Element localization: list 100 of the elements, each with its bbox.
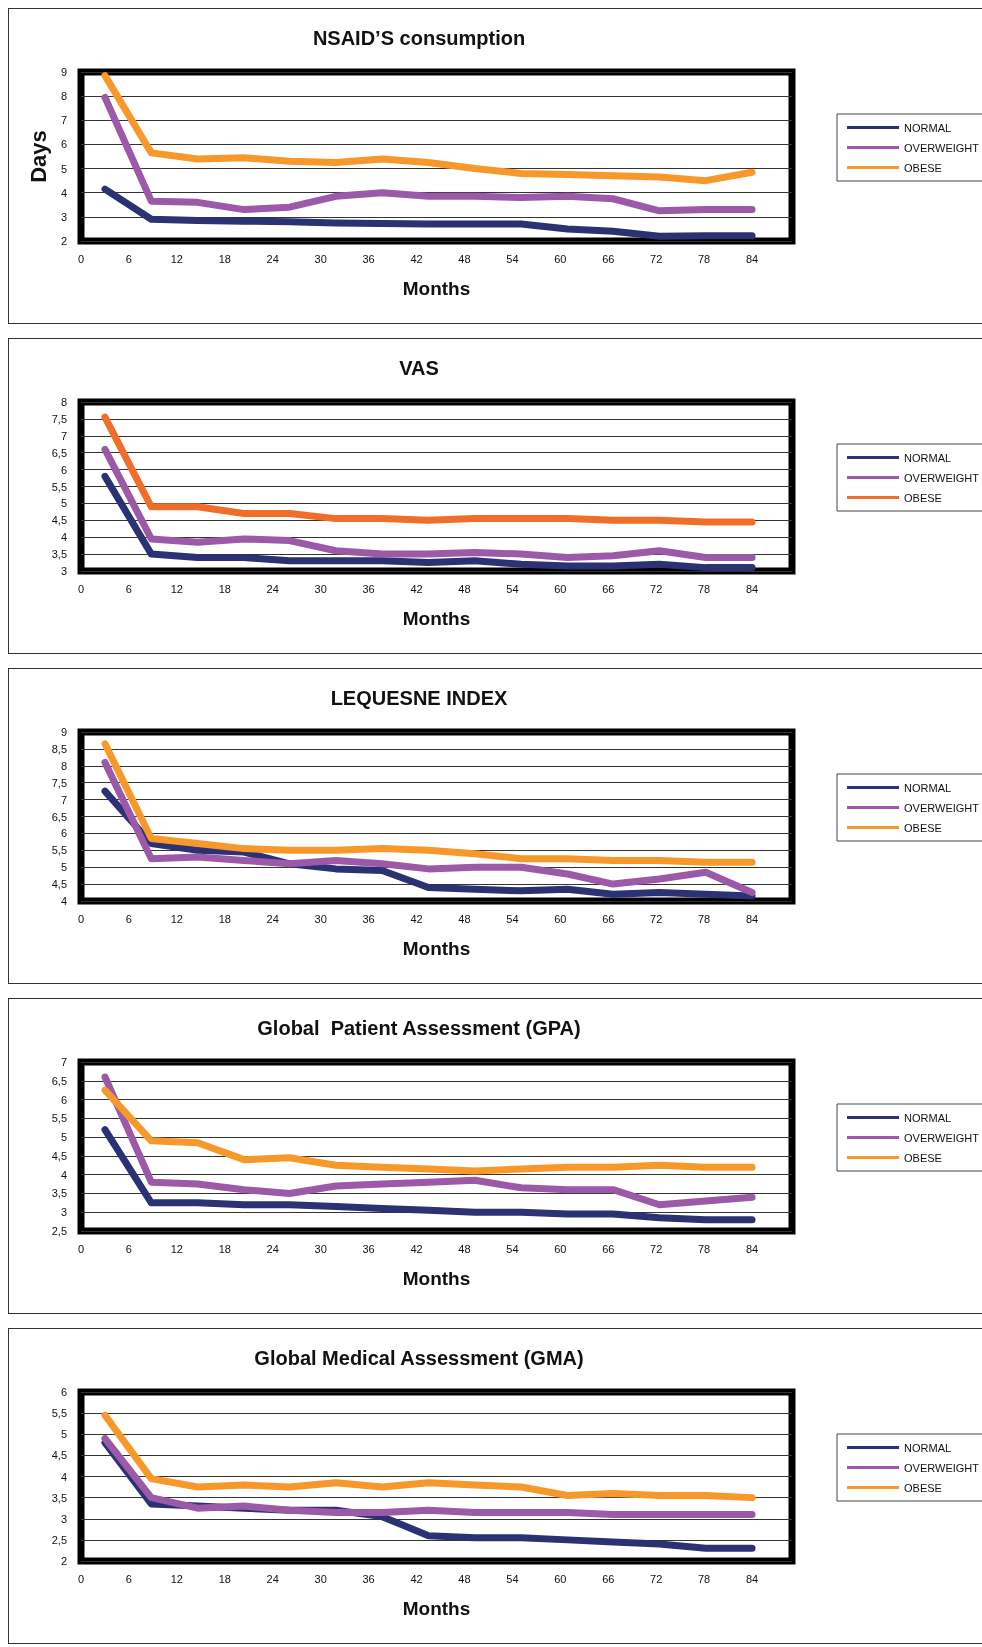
x-tick-label: 60: [554, 912, 567, 925]
y-tick-label: 4: [60, 895, 67, 907]
x-axis-title: Months: [402, 1268, 471, 1289]
y-tick-label: 7: [60, 429, 67, 442]
x-tick-label: 36: [362, 582, 375, 595]
legend-label: NORMAL: [904, 1441, 952, 1454]
x-tick-label: 6: [125, 1242, 132, 1255]
y-tick-label: 3,5: [51, 1187, 67, 1200]
x-tick-label: 84: [745, 912, 759, 925]
x-tick-label: 36: [362, 1242, 375, 1255]
y-tick-label: 8: [60, 396, 67, 408]
y-tick-label: 7,5: [51, 776, 67, 789]
legend-label: OBESE: [904, 491, 942, 504]
x-tick-label: 72: [650, 1572, 663, 1585]
y-tick-label: 5,5: [51, 1112, 67, 1125]
x-tick-label: 78: [698, 912, 711, 925]
y-tick-label: 6: [60, 827, 67, 840]
y-tick-label: 5: [60, 861, 67, 874]
legend-label: OBESE: [904, 1151, 942, 1164]
x-tick-label: 6: [125, 912, 132, 925]
x-tick-label: 54: [506, 1572, 519, 1585]
x-tick-label: 78: [698, 252, 711, 265]
legend-label: NORMAL: [904, 1111, 952, 1124]
y-tick-label: 8: [60, 759, 67, 772]
y-tick-label: 5: [60, 497, 67, 510]
y-tick-label: 3: [60, 210, 67, 223]
x-tick-label: 84: [745, 1242, 759, 1255]
y-tick-label: 4: [60, 1168, 67, 1181]
x-tick-label: 60: [554, 1242, 567, 1255]
x-tick-label: 24: [266, 252, 279, 265]
x-axis-title: Months: [402, 1598, 471, 1619]
x-tick-label: 84: [745, 582, 759, 595]
x-tick-label: 54: [506, 252, 519, 265]
x-tick-label: 66: [602, 252, 615, 265]
y-tick-label: 7: [60, 114, 67, 127]
x-tick-label: 30: [314, 1572, 327, 1585]
legend-label: OVERWEIGHT: [904, 1131, 980, 1144]
y-tick-label: 4,5: [51, 1149, 67, 1162]
y-tick-label: 2: [60, 1555, 67, 1567]
y-tick-label: 6: [60, 1386, 67, 1398]
x-tick-label: 30: [314, 1242, 327, 1255]
legend-label: OBESE: [904, 161, 942, 174]
x-tick-label: 0: [77, 1572, 85, 1585]
x-tick-label: 30: [314, 912, 327, 925]
x-tick-label: 24: [266, 1242, 279, 1255]
x-tick-label: 36: [362, 252, 375, 265]
x-axis-title: Months: [402, 938, 471, 959]
x-tick-label: 78: [698, 582, 711, 595]
y-tick-label: 5: [60, 162, 67, 175]
x-tick-label: 0: [77, 1242, 85, 1255]
x-tick-label: 66: [602, 582, 615, 595]
x-tick-label: 66: [602, 1242, 615, 1255]
y-tick-label: 5,5: [51, 844, 67, 857]
x-tick-label: 18: [218, 1242, 231, 1255]
x-tick-label: 72: [650, 252, 663, 265]
x-tick-label: 0: [77, 912, 85, 925]
x-tick-label: 12: [170, 1572, 183, 1585]
y-tick-label: 3: [60, 1512, 67, 1525]
legend-label: OVERWEIGHT: [904, 1461, 980, 1474]
x-tick-label: 0: [77, 582, 85, 595]
y-tick-label: 9: [60, 66, 67, 78]
x-tick-label: 18: [218, 582, 231, 595]
x-tick-label: 24: [266, 1572, 279, 1585]
y-tick-label: 5: [60, 1428, 67, 1441]
chart-title: NSAID’S consumption: [312, 27, 526, 49]
y-tick-label: 5,5: [51, 480, 67, 493]
legend-label: NORMAL: [904, 781, 952, 794]
y-tick-label: 6: [60, 463, 67, 476]
x-tick-label: 60: [554, 582, 567, 595]
y-tick-label: 2,5: [51, 1225, 67, 1237]
x-tick-label: 42: [410, 252, 423, 265]
x-tick-label: 12: [170, 1242, 183, 1255]
y-tick-label: 4: [60, 531, 67, 544]
x-tick-label: 36: [362, 912, 375, 925]
x-tick-label: 72: [650, 912, 663, 925]
x-tick-label: 72: [650, 582, 663, 595]
y-tick-label: 8: [60, 90, 67, 103]
x-tick-label: 24: [266, 912, 279, 925]
y-tick-label: 3: [60, 565, 67, 577]
y-tick-label: 6: [60, 138, 67, 151]
x-tick-label: 24: [266, 582, 279, 595]
y-tick-label: 6,5: [51, 1074, 67, 1087]
x-axis-title: Months: [402, 608, 471, 629]
x-tick-label: 60: [554, 1572, 567, 1585]
x-tick-label: 84: [745, 1572, 759, 1585]
x-tick-label: 30: [314, 252, 327, 265]
y-tick-label: 3,5: [51, 1491, 67, 1504]
legend-label: OVERWEIGHT: [904, 141, 980, 154]
x-tick-label: 6: [125, 252, 132, 265]
chart-title: Global Patient Assessment (GPA): [257, 1017, 581, 1039]
x-tick-label: 0: [77, 252, 85, 265]
x-tick-label: 54: [506, 582, 519, 595]
legend-label: OVERWEIGHT: [904, 801, 980, 814]
x-tick-label: 48: [458, 1242, 471, 1255]
x-tick-label: 36: [362, 1572, 375, 1585]
y-tick-label: 5,5: [51, 1407, 67, 1420]
chart-title: LEQUESNE INDEX: [330, 687, 509, 709]
x-tick-label: 42: [410, 582, 423, 595]
x-tick-label: 78: [698, 1242, 711, 1255]
y-tick-label: 4: [60, 1470, 67, 1483]
